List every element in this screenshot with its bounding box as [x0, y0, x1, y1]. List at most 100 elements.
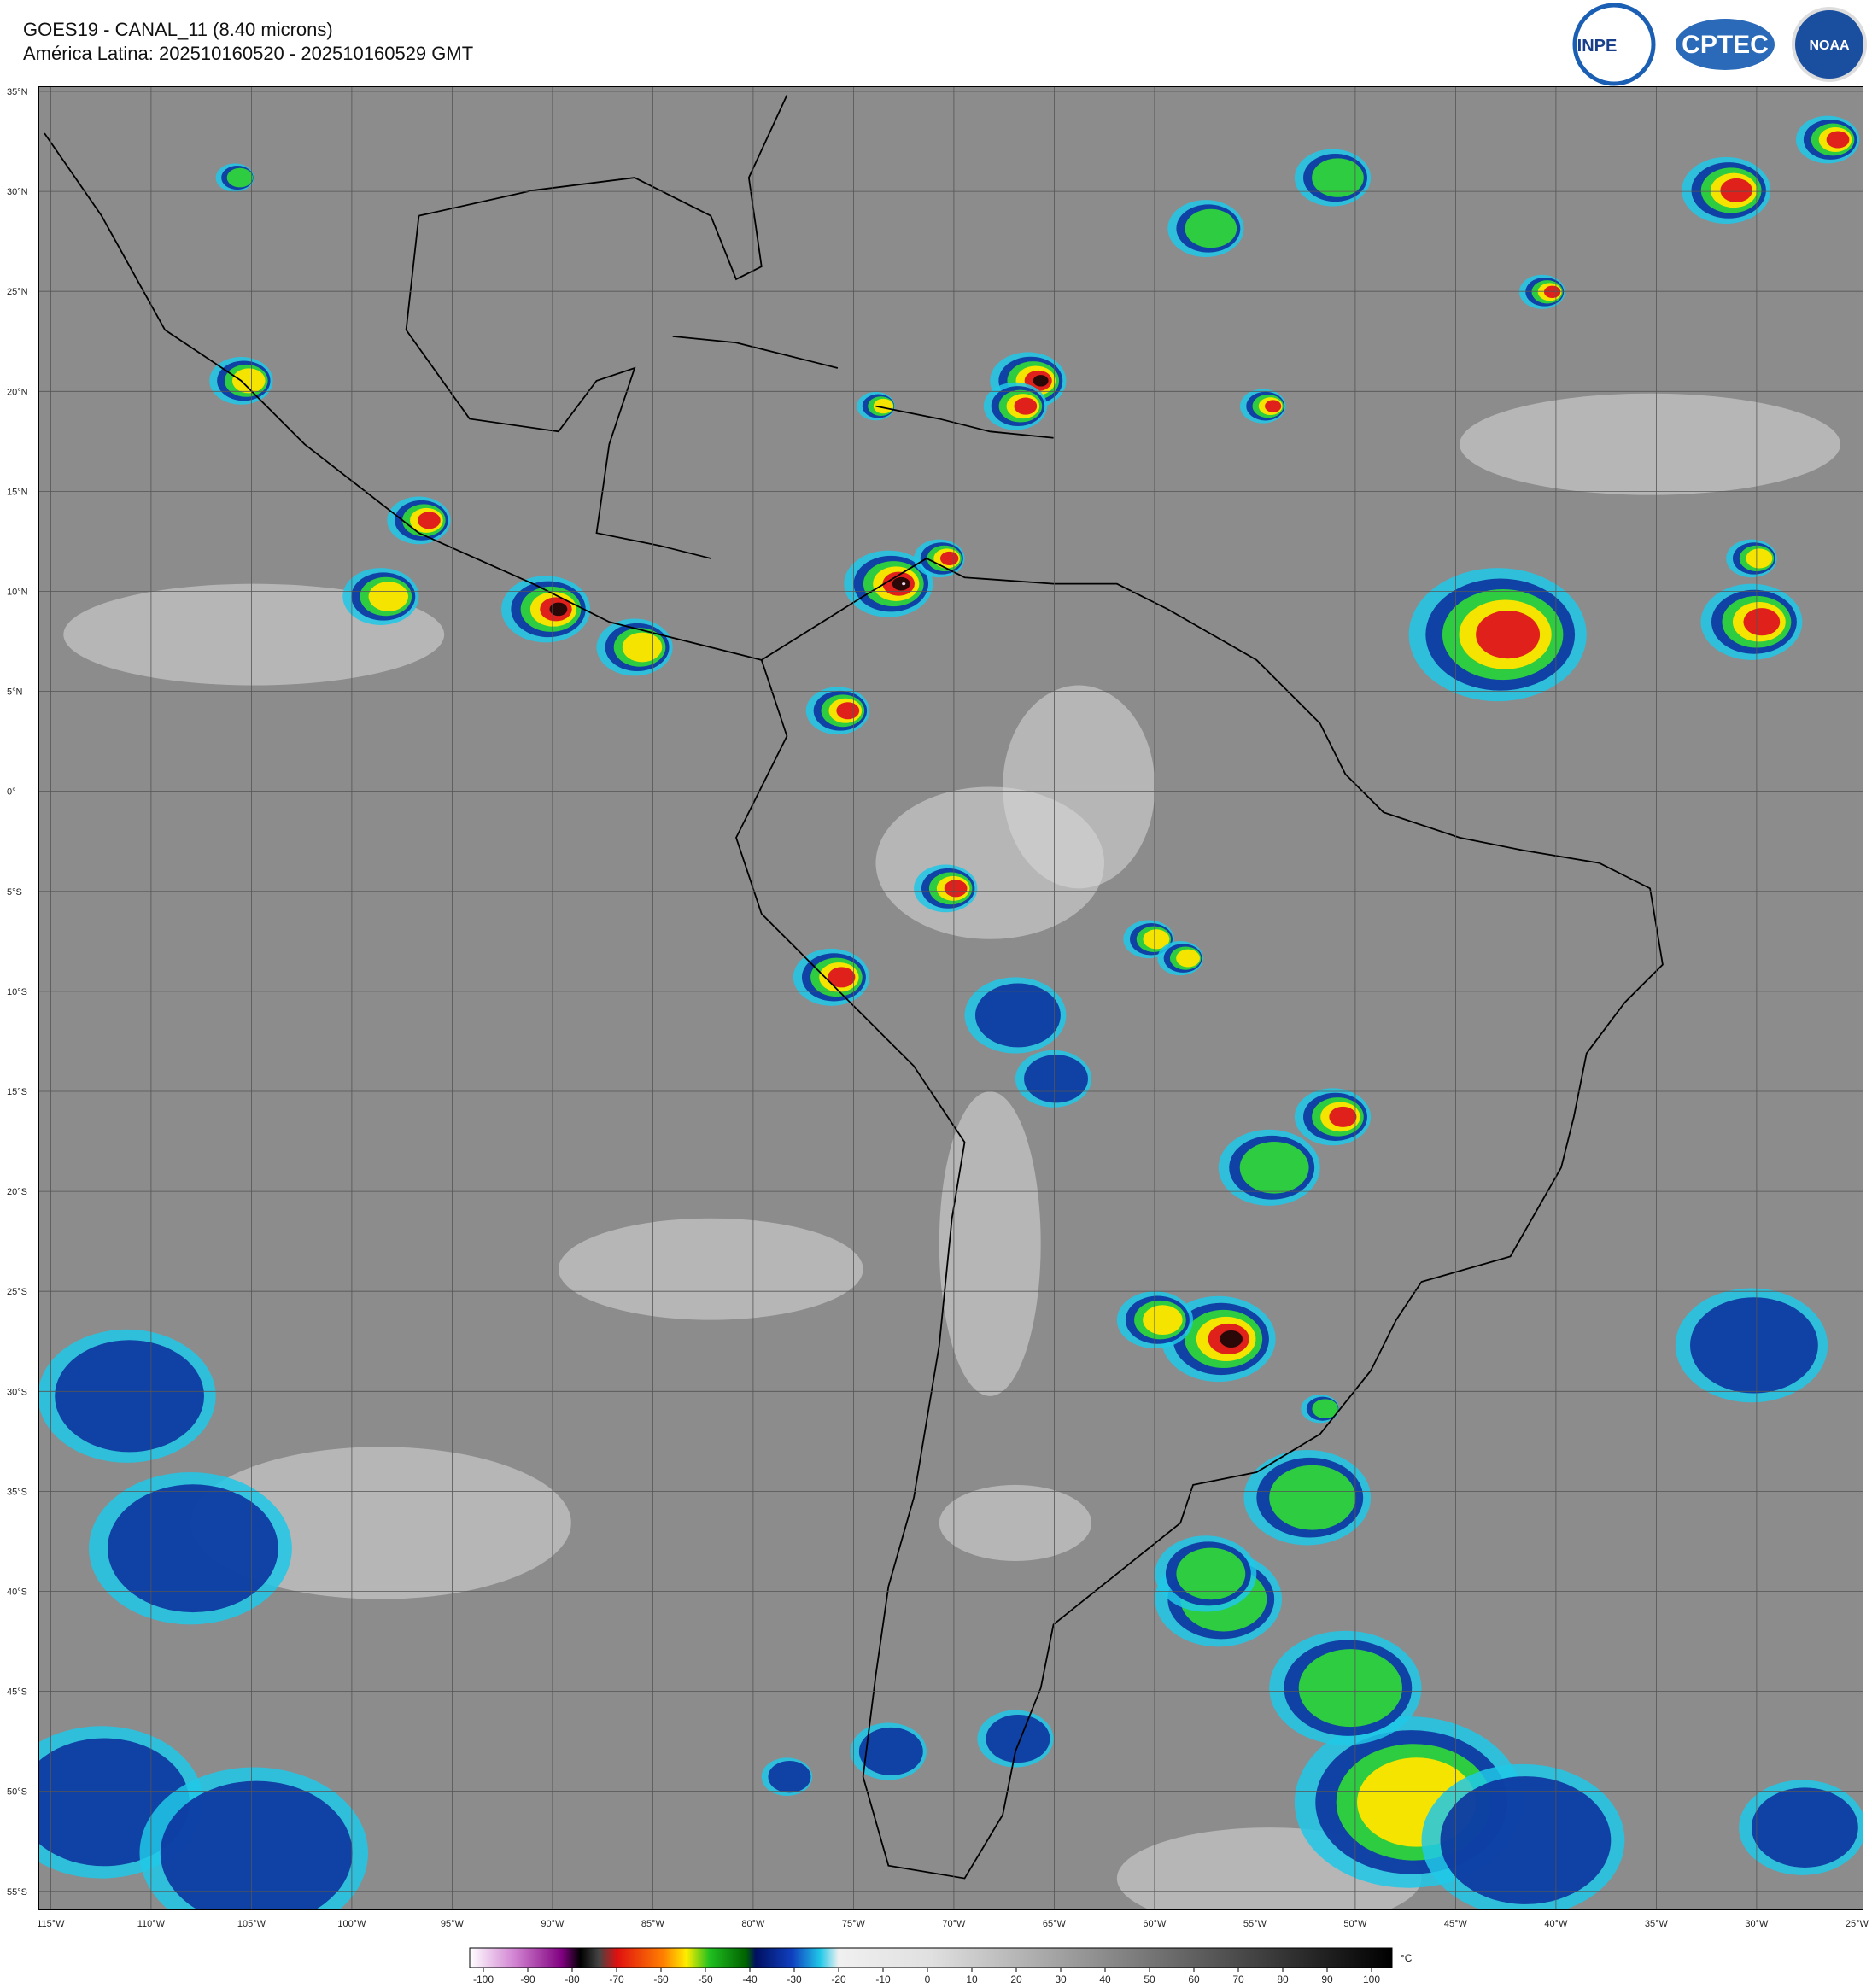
cloud-top: [1185, 208, 1237, 248]
latitude-label: 5°S: [7, 887, 22, 898]
cloud-top: [828, 967, 856, 988]
latitude-label: 15°S: [7, 1087, 27, 1097]
longitude-label: 25°W: [1846, 1919, 1869, 1929]
cloud-top: [1176, 1547, 1246, 1600]
colorbar-tick-label: 80: [1277, 1973, 1289, 1985]
latitude-label: 50°S: [7, 1787, 27, 1798]
cloud-top: [1312, 1399, 1338, 1419]
colorbar-tick-label: 90: [1321, 1973, 1333, 1985]
cloud-top: [1014, 397, 1038, 415]
cloud-top: [858, 1727, 923, 1776]
colorbar-tick-label: 20: [1010, 1973, 1022, 1985]
cloud-top: [1690, 1297, 1818, 1394]
longitude-label: 115°W: [37, 1919, 65, 1929]
coastlines: [44, 95, 1664, 1880]
cloud-top: [1024, 1055, 1088, 1103]
longitude-label: 45°W: [1444, 1919, 1468, 1929]
colorbar-tick-label: -100: [473, 1973, 494, 1985]
cloud-top: [1476, 611, 1541, 659]
cloud-top: [768, 1760, 811, 1793]
colorbar-ticks: -100 -90 -80 -70 -60 -50 -40 -30 -20 -10 0 10 20 30 40…: [473, 1968, 1380, 1985]
cptec-text: CPTEC: [1682, 31, 1769, 59]
colorbar-tick-label: 0: [925, 1973, 931, 1985]
colorbar-tick-label: -30: [787, 1973, 802, 1985]
latitude-label: 5°N: [7, 687, 23, 698]
cloud-top: [1751, 1787, 1858, 1868]
longitude-label: 40°W: [1544, 1919, 1568, 1929]
colorbar-tick-label: -90: [520, 1973, 535, 1985]
latitude-label: 35°N: [7, 87, 28, 97]
longitude-label: 105°W: [237, 1919, 266, 1929]
longitude-label: 30°W: [1745, 1919, 1769, 1929]
latitude-label: 30°S: [7, 1387, 27, 1397]
title: GOES19 - CANAL_11 (8.40 microns): [23, 19, 333, 40]
colorbar-tick-label: -10: [875, 1973, 891, 1985]
cloud-top: [1543, 285, 1561, 299]
colorbar: [469, 1947, 1393, 1968]
cloud-top: [1440, 1776, 1612, 1904]
cloud-top: [1826, 131, 1850, 149]
longitude-label: 55°W: [1243, 1919, 1267, 1929]
longitude-label: 95°W: [441, 1919, 465, 1929]
cloud-top: [1746, 548, 1773, 569]
latitude-label: 10°S: [7, 987, 27, 997]
cloud-top: [1312, 158, 1364, 197]
cloud-bright: [939, 1091, 1041, 1396]
colorbar-unit: °C: [1401, 1952, 1413, 1964]
noaa-text: NOAA: [1809, 38, 1850, 53]
colorbar-tick-label: -20: [831, 1973, 846, 1985]
colorbar-tick-label: 60: [1188, 1973, 1200, 1985]
cloud-top: [1239, 1141, 1309, 1194]
cloud-layer: [38, 115, 1863, 1910]
cloud-top: [368, 582, 408, 611]
cloud-top: [1743, 608, 1781, 636]
map-background: [38, 86, 1863, 1910]
colorbar-tick-label: 40: [1099, 1973, 1111, 1985]
longitude-label: 85°W: [641, 1919, 665, 1929]
longitude-label: 110°W: [137, 1919, 166, 1929]
us-coast: [418, 95, 788, 281]
longitude-label: 50°W: [1343, 1919, 1367, 1929]
noaa-logo: [1792, 7, 1867, 82]
latitude-label: 20°S: [7, 1187, 27, 1197]
cloud-top: [1269, 1465, 1356, 1530]
latitude-label: 25°N: [7, 287, 28, 297]
colorbar-tick-label: 10: [966, 1973, 978, 1985]
cloud-top: [939, 551, 959, 565]
cloud-top: [1329, 1106, 1357, 1127]
latitude-label: 55°S: [7, 1887, 27, 1897]
latitude-label: 40°S: [7, 1587, 27, 1598]
pacific-coast: [44, 132, 762, 661]
colorbar-tick-label: 30: [1055, 1973, 1067, 1985]
longitude-label: 75°W: [842, 1919, 866, 1929]
colorbar-tick-label: 100: [1363, 1973, 1380, 1985]
cloud-top: [417, 512, 441, 529]
islands: [672, 335, 1054, 439]
cloud-top: [974, 983, 1061, 1048]
cloud-top: [1143, 929, 1170, 950]
cloud-top: [622, 632, 663, 663]
longitude-label: 70°W: [942, 1919, 966, 1929]
colorbar-tick-label: -80: [565, 1973, 580, 1985]
colorbar-tick-label: 50: [1144, 1973, 1155, 1985]
cloud-top: [1143, 1305, 1183, 1336]
colorbar-tick-label: -50: [698, 1973, 713, 1985]
cloud-bright: [1460, 393, 1840, 495]
longitude-label: 90°W: [541, 1919, 565, 1929]
south-america-coast: [735, 557, 1664, 1880]
cloud-top: [231, 368, 266, 394]
longitude-label: 60°W: [1143, 1919, 1167, 1929]
cloud-top: [836, 702, 860, 720]
cloud-top: [1265, 400, 1282, 412]
cloud-top: [55, 1340, 204, 1453]
latitude-label: 35°S: [7, 1487, 27, 1497]
cloud-bright: [558, 1218, 863, 1320]
cloud-top: [986, 1715, 1050, 1763]
latitude-label: 0°: [7, 787, 16, 798]
inpe-logo: [1572, 3, 1656, 86]
cloud-top: [549, 602, 568, 617]
cloud-top: [902, 582, 906, 586]
cptec-logo: [1676, 19, 1775, 70]
